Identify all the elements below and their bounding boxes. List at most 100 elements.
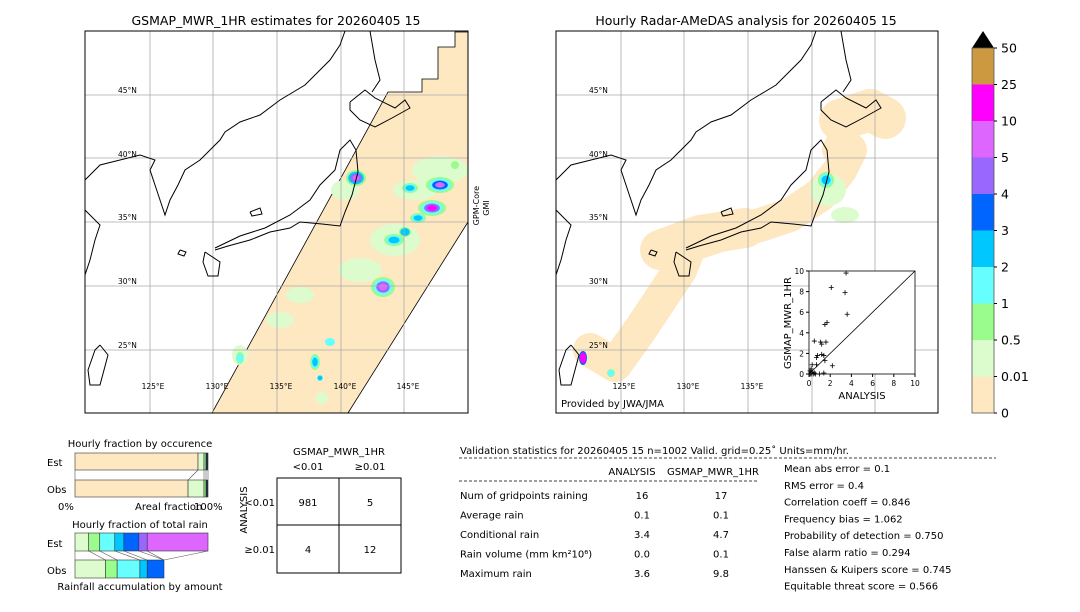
- score-line: Frequency bias = 1.062: [784, 514, 903, 525]
- lon-label: 130°E: [206, 382, 229, 391]
- scatter-point: [811, 370, 817, 376]
- stats-header: Validation statistics for 20260405 15 n=…: [460, 445, 849, 457]
- coastline: [369, 31, 381, 93]
- lat-label: 30°N: [589, 277, 608, 286]
- contingency-col-label: ≥0.01: [355, 462, 386, 473]
- scatter-point: [843, 270, 849, 276]
- colorbar-tick-label: 2: [1001, 260, 1009, 275]
- colorbar-tick-label: 50: [1001, 41, 1017, 56]
- lat-label: 45°N: [118, 86, 137, 95]
- coastline: [85, 31, 346, 217]
- scatter-point: [813, 362, 819, 368]
- lat-label: 45°N: [589, 86, 608, 95]
- y-tick-label: 0: [799, 370, 804, 379]
- lat-label: 35°N: [589, 213, 608, 222]
- score-line: Probability of detection = 0.750: [784, 531, 943, 542]
- coastline: [202, 251, 221, 277]
- right-map-frame: [555, 30, 939, 414]
- left-lon-labels: 125°E 130°E 135°E 140°E 145°E: [142, 382, 420, 391]
- total-rain-obs-label: Obs: [47, 566, 66, 577]
- stats-col-gsmap: GSMAP_MWR_1HR: [667, 467, 759, 478]
- contingency-title: GSMAP_MWR_1HR: [293, 447, 385, 458]
- rain-cell: [427, 205, 437, 211]
- coastline: [685, 139, 830, 251]
- scatter-point: [819, 351, 825, 357]
- stat-gsmap-value: 17: [715, 491, 728, 502]
- colorbar-bin: [972, 84, 994, 121]
- scatter-point: [842, 290, 848, 296]
- occurrence-est-label: Est: [47, 458, 63, 469]
- lat-label: 40°N: [118, 150, 137, 159]
- colorbar-tick-label: 1: [1001, 296, 1009, 311]
- rain-cell: [400, 228, 410, 236]
- stat-label: Conditional rain: [460, 530, 539, 541]
- rain-cell: [579, 352, 587, 364]
- x-tick-label: 2: [828, 379, 833, 388]
- fraction-segment: [88, 532, 101, 552]
- contingency-cell: 12: [364, 545, 377, 556]
- occurrence-xtick-left: 0%: [58, 502, 74, 513]
- left-map: [85, 31, 468, 413]
- colorbar-tick-label: 4: [1001, 187, 1009, 202]
- coastline: [673, 251, 692, 277]
- scatter-point: [822, 322, 828, 328]
- stat-gsmap-value: 0.1: [713, 511, 729, 522]
- stat-analysis-value: 3.6: [634, 569, 650, 580]
- coastline: [648, 249, 658, 257]
- score-line: Mean abs error = 0.1: [784, 464, 890, 475]
- rain-cell: [413, 215, 423, 221]
- validation-statistics: Validation statistics for 20260405 15 n=…: [459, 445, 996, 593]
- y-tick-label: 10: [794, 267, 804, 276]
- left-rain-field: [232, 156, 468, 404]
- connector-line: [99, 550, 118, 561]
- occurrence-obs-label: Obs: [47, 485, 66, 496]
- left-coastlines: [85, 31, 411, 386]
- stat-analysis-value: 0.0: [634, 550, 650, 561]
- total-rain-title: Hourly fraction of total rain: [72, 520, 208, 531]
- score-line: Correlation coeff = 0.846: [784, 498, 910, 509]
- fraction-segment: [146, 559, 165, 579]
- lat-label: 30°N: [118, 277, 137, 286]
- connector-line: [147, 550, 165, 561]
- stat-gsmap-value: 0.1: [713, 550, 729, 561]
- x-tick-label: 4: [849, 379, 854, 388]
- coastline: [556, 209, 572, 276]
- occurrence-title: Hourly fraction by occurence: [68, 439, 212, 450]
- rain-cell: [325, 338, 335, 346]
- rain-cell: [338, 258, 382, 282]
- colorbar-tick-label: 5: [1001, 150, 1009, 165]
- lat-label: 25°N: [118, 341, 137, 350]
- left-map-frame: [84, 30, 469, 414]
- rain-cell: [316, 392, 328, 404]
- sensor-label: GPM-Core: [472, 186, 481, 225]
- scatter-point: [823, 339, 829, 345]
- data-credit: Provided by JWA/JMA: [561, 399, 664, 410]
- rain-cell: [831, 207, 859, 223]
- connector-line: [88, 550, 106, 561]
- scatter-ylabel: GSMAP_MWR_1HR: [783, 277, 794, 369]
- coastline: [820, 89, 882, 128]
- colorbar-bin: [972, 157, 994, 194]
- occurrence-fraction-chart: Hourly fraction by occurence Est Obs 0% …: [47, 439, 223, 513]
- lon-label: 125°E: [613, 382, 636, 391]
- scatter-point: [828, 284, 834, 290]
- occurrence-xlabel: Areal fraction: [135, 502, 202, 513]
- right-lat-labels: 45°N 40°N 35°N 30°N 25°N: [589, 86, 608, 350]
- colorbar-bin: [972, 267, 994, 304]
- colorbar-tick-label: 0.5: [1001, 333, 1021, 348]
- scatter-point: [819, 341, 825, 347]
- coastline: [85, 209, 101, 276]
- colorbar-tick-label: 0: [1001, 406, 1009, 421]
- stats-col-analysis: ANALYSIS: [608, 467, 655, 478]
- fraction-segment: [116, 559, 141, 579]
- lon-label: 135°E: [741, 382, 764, 391]
- fraction-segment: [123, 532, 140, 552]
- fraction-segment: [138, 532, 148, 552]
- scatter-point: [821, 352, 827, 358]
- rain-cell: [607, 369, 615, 377]
- contingency-cell: 4: [305, 545, 311, 556]
- fraction-segment: [99, 532, 116, 552]
- right-rain-field: [579, 172, 859, 377]
- fraction-segment: [197, 452, 205, 471]
- lon-label: 125°E: [142, 382, 165, 391]
